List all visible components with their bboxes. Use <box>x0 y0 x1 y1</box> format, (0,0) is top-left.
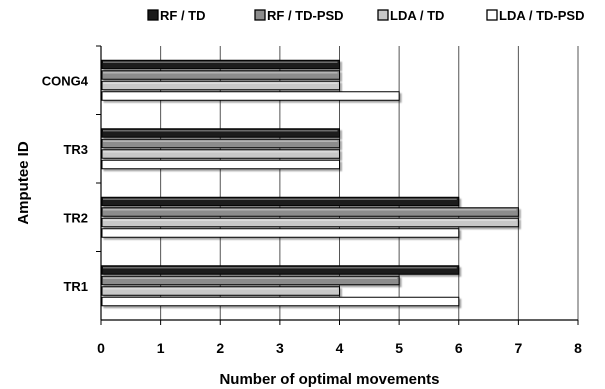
legend-entry-label: LDA / TD-PSD <box>499 8 584 23</box>
bar-lda-td-tr3 <box>101 149 340 159</box>
bar-rf-td-psd-cong4 <box>101 70 340 80</box>
x-tick-label: 8 <box>574 340 582 356</box>
bar-rf-td-cong4 <box>101 59 340 70</box>
x-tick-label: 7 <box>514 340 522 356</box>
y-category-label: CONG4 <box>42 73 89 88</box>
bar-rf-td-psd-tr3 <box>101 138 340 149</box>
y-axis-title: Amputee ID <box>15 141 32 225</box>
y-category-label: TR1 <box>63 279 88 294</box>
legend-swatch <box>377 9 389 21</box>
legend-swatch <box>486 9 498 21</box>
y-category-label: TR3 <box>63 142 88 157</box>
x-axis-title: Number of optimal movements <box>219 371 439 388</box>
bar-lda-td-psd-tr2 <box>101 228 460 238</box>
axes: 0 1 2 3 4 5 6 7 8 CONG4 TR3 TR2 TR1 <box>42 45 582 356</box>
legend-entry-label: RF / TD-PSD <box>267 8 344 23</box>
bar-rf-td-psd-tr2 <box>101 207 519 217</box>
x-tick-label: 6 <box>455 340 463 356</box>
bar-lda-td-psd-tr3 <box>101 159 340 170</box>
y-category-label: TR2 <box>63 210 88 225</box>
bar-lda-td-tr2 <box>101 217 519 228</box>
bar-lda-td-psd-tr1 <box>101 296 460 307</box>
x-tick-label: 1 <box>157 340 165 356</box>
bar-rf-td-tr1 <box>101 265 460 275</box>
bar-rf-td-tr3 <box>101 128 340 138</box>
x-tick-label: 0 <box>97 340 105 356</box>
bar-lda-td-psd-cong4 <box>101 91 400 101</box>
axis-labels: Number of optimal movements Amputee ID <box>15 141 440 388</box>
x-tick-label: 4 <box>336 340 344 356</box>
legend-swatch <box>147 9 159 21</box>
legend-swatch <box>254 9 266 21</box>
bar-lda-td-tr1 <box>101 286 340 296</box>
x-tick-label: 2 <box>216 340 224 356</box>
bar-lda-td-cong4 <box>101 80 340 91</box>
bar-rf-td-tr2 <box>101 196 460 207</box>
legend-entry-label: LDA / TD <box>390 8 444 23</box>
legend-entry-label: RF / TD <box>160 8 206 23</box>
bars-group <box>101 59 519 307</box>
x-tick-label: 3 <box>276 340 284 356</box>
bar-rf-td-psd-tr1 <box>101 275 400 286</box>
legend: RF / TD RF / TD-PSD LDA / TD LDA / TD-PSD <box>147 8 584 23</box>
x-tick-label: 5 <box>395 340 403 356</box>
